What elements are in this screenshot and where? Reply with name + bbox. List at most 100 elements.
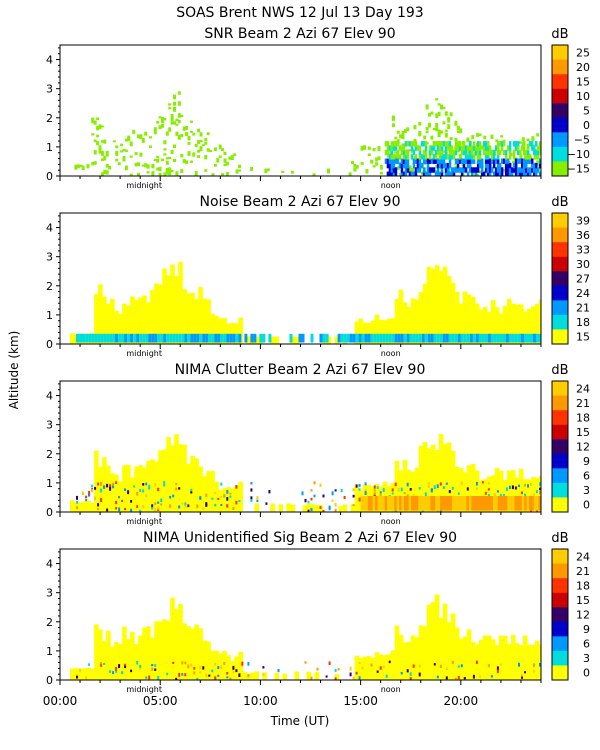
data-cell (435, 170, 439, 173)
data-cell (480, 158, 484, 164)
data-cell (168, 171, 172, 174)
data-cell (414, 167, 418, 173)
data-cell (114, 642, 119, 680)
data-cell (527, 145, 530, 151)
data-cell (338, 506, 344, 512)
data-cell (428, 145, 432, 151)
data-cell (438, 270, 444, 344)
data-cell (166, 437, 171, 512)
data-cell (106, 508, 109, 512)
data-cell (392, 158, 396, 164)
data-cell (238, 651, 243, 680)
data-cell (402, 158, 406, 164)
data-cell (322, 333, 326, 343)
data-cell (98, 150, 102, 154)
data-cell (462, 472, 468, 512)
panel-title: Noise Beam 2 Azi 67 Elev 90 (200, 194, 401, 210)
colorbar-swatch (552, 410, 568, 425)
data-cell (398, 162, 402, 169)
data-cell (496, 167, 500, 173)
data-cell (502, 158, 506, 164)
data-cell (474, 167, 478, 173)
data-cell (105, 150, 109, 155)
data-cell (268, 490, 271, 494)
data-cell (184, 502, 187, 506)
data-cell (399, 173, 403, 176)
data-cell (226, 497, 229, 501)
data-cell (496, 333, 500, 343)
data-cell (496, 154, 500, 160)
data-cell (100, 125, 104, 128)
data-cell (120, 143, 124, 147)
data-cell (504, 171, 508, 176)
data-cell (85, 333, 89, 343)
data-cell (537, 145, 540, 151)
data-cell (531, 306, 536, 344)
data-cell (476, 149, 480, 156)
data-cell (450, 171, 454, 176)
data-cell (459, 496, 463, 511)
data-cell (454, 149, 458, 156)
data-cell (464, 145, 468, 151)
data-cell (499, 494, 502, 498)
data-cell (386, 145, 390, 151)
data-cell (517, 167, 520, 173)
colorbar-swatch (552, 563, 568, 579)
data-cell (499, 663, 502, 666)
data-cell (433, 663, 436, 666)
data-cell (133, 333, 137, 343)
data-field (70, 594, 541, 680)
data-cell (508, 171, 512, 176)
data-cell (436, 145, 440, 151)
data-cell (144, 131, 148, 136)
data-cell (168, 157, 172, 159)
data-cell (486, 167, 490, 173)
data-cell (190, 292, 195, 344)
data-cell (476, 141, 480, 147)
data-cell (432, 496, 436, 511)
data-cell (506, 171, 510, 176)
data-cell (362, 656, 368, 680)
data-cell (470, 158, 474, 164)
data-cell (91, 488, 94, 492)
colorbar-tick-label: 0 (583, 119, 590, 132)
data-cell (374, 314, 380, 344)
data-cell (512, 162, 516, 169)
data-cell (146, 164, 150, 169)
data-cell (150, 289, 155, 344)
data-cell (406, 167, 410, 173)
data-cell (190, 488, 193, 493)
data-cell (372, 165, 376, 168)
data-cell (126, 305, 131, 344)
data-cell (151, 163, 155, 169)
data-cell (230, 155, 234, 160)
y-tick-label: 4 (46, 222, 53, 235)
data-cell (100, 488, 103, 493)
data-cell (500, 145, 504, 151)
data-cell (115, 500, 118, 505)
colorbar-label: dB (551, 27, 568, 42)
data-cell (202, 507, 205, 510)
data-cell (118, 481, 123, 512)
data-cell (535, 149, 538, 156)
y-tick-label: 4 (46, 558, 53, 571)
data-cell (390, 145, 394, 151)
data-cell (175, 333, 179, 343)
data-cell (508, 167, 512, 173)
data-cell (504, 162, 508, 169)
data-cell (527, 158, 530, 164)
data-cell (229, 677, 232, 680)
data-cell (533, 496, 537, 511)
data-cell (82, 333, 85, 343)
data-cell (387, 155, 391, 158)
data-cell (500, 158, 504, 164)
data-cell (358, 333, 362, 343)
colorbar-tick-label: 21 (576, 397, 590, 410)
data-cell (214, 503, 217, 507)
data-cell (373, 489, 376, 492)
data-cell (398, 145, 402, 151)
data-cell (458, 468, 464, 512)
data-cell (494, 158, 498, 164)
colorbar-tick-label: 18 (576, 411, 590, 424)
data-cell (105, 163, 109, 168)
